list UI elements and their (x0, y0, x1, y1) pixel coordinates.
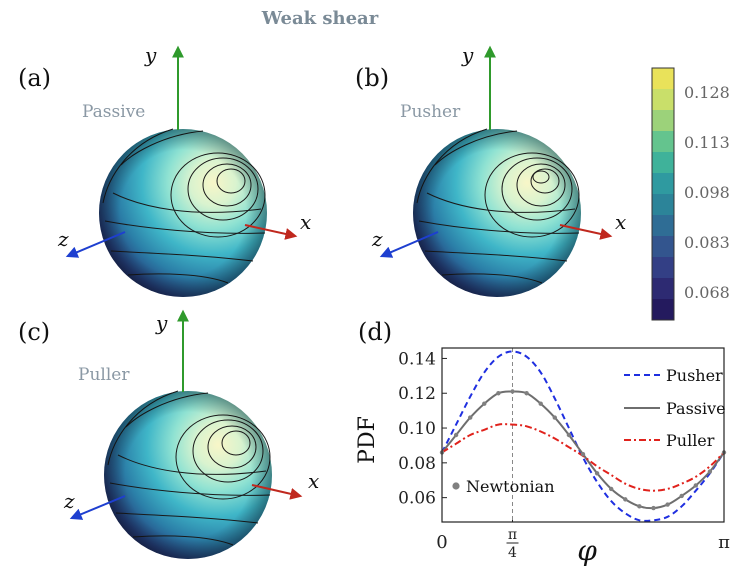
colorbar-swatch (652, 173, 674, 195)
colorbar-swatch (652, 152, 674, 174)
colorbar: 0.128 0.113 0.098 0.083 0.068 (651, 67, 730, 321)
y-tick-label: 0.10 (398, 419, 436, 439)
legend-label-pusher: Pusher (666, 366, 723, 385)
colorbar-swatch (652, 194, 674, 216)
newtonian-point (482, 401, 487, 406)
x-tick-label-numerator: π (508, 527, 517, 543)
y-axis-title: PDF (355, 416, 380, 464)
newtonian-point (580, 451, 586, 457)
newtonian-point (679, 493, 684, 499)
colorbar-swatch (652, 110, 674, 132)
colorbar-swatch (652, 278, 674, 300)
colorbar-swatch (652, 68, 674, 90)
x-axis-arrow (559, 224, 613, 240)
panel-label-puller: Puller (78, 365, 130, 385)
legend-label-puller: Puller (666, 431, 715, 450)
pdf-line-chart: 0.06 0.08 0.10 0.12 0.14 0 π 4 π (398, 348, 730, 561)
panel-label-pusher: Pusher (400, 102, 461, 122)
newtonian-point (637, 504, 642, 509)
legend: Pusher Passive Puller Newtonian (452, 366, 726, 496)
y-tick-label: 0.06 (398, 489, 436, 509)
x-axis-arrow (244, 224, 298, 240)
colorbar-swatch (652, 236, 674, 258)
colorbar-frame (651, 67, 675, 321)
x-axis-label: x (308, 469, 319, 493)
panel-tag-a: (a) (18, 64, 51, 92)
colorbar-swatch (652, 257, 674, 279)
x-tick-label: π (718, 532, 730, 553)
colorbar-tick-label: 0.128 (684, 83, 730, 102)
panel-tag-c: (c) (18, 318, 50, 346)
chart-frame (441, 347, 725, 523)
legend-swatch-newtonian (452, 482, 460, 490)
newtonian-point (552, 415, 557, 420)
sphere-contour-plot-puller (104, 390, 272, 559)
y-axis-label: y (155, 311, 168, 335)
newtonian-point (609, 486, 614, 492)
x-axis-title: φ (577, 534, 597, 567)
colorbar-swatches (652, 68, 674, 321)
z-axis-arrow (69, 495, 126, 520)
z-axis-arrow (379, 231, 439, 258)
panel-c: (c) y x z Puller (18, 309, 319, 559)
newtonian-point (566, 432, 572, 438)
series-line-pusher (441, 350, 725, 522)
x-axis-arrow (251, 484, 303, 500)
panel-tag-d: (d) (358, 318, 392, 346)
sphere-contour-plot-passive (99, 128, 267, 297)
x-tick-label: 0 (436, 532, 447, 553)
newtonian-point (510, 389, 515, 394)
sphere-contour-plot-pusher (413, 128, 581, 297)
z-axis-arrow (65, 231, 126, 258)
newtonian-point (524, 391, 529, 396)
colorbar-tick-label: 0.098 (684, 183, 730, 202)
colorbar-tick-label: 0.113 (684, 133, 730, 152)
z-axis-label: z (57, 227, 69, 251)
newtonian-point (468, 415, 473, 420)
panel-label-passive: Passive (82, 102, 145, 122)
colorbar-tick-label: 0.068 (684, 283, 730, 302)
panel-d: (d) 0.06 0.08 0.10 0.12 0.14 0 π 4 π PDF φ Pushe… (355, 318, 730, 567)
colorbar-swatch (652, 299, 674, 321)
newtonian-point (693, 483, 698, 488)
newtonian-point (665, 502, 670, 507)
newtonian-point (623, 497, 628, 502)
colorbar-swatch (652, 215, 674, 237)
colorbar-tick-label: 0.083 (684, 233, 730, 252)
x-tick-label-denominator: 4 (508, 545, 517, 561)
z-axis-label: z (63, 489, 75, 513)
y-axis-label: y (144, 43, 157, 67)
newtonian-point (453, 432, 459, 438)
panel-b: (b) y x z Pusher (355, 43, 626, 297)
x-axis-label: x (615, 210, 626, 234)
legend-label-newtonian: Newtonian (466, 477, 555, 496)
y-tick-label: 0.14 (398, 349, 436, 369)
x-axis-label: x (300, 210, 311, 234)
panel-a: (a) y x z Passive (18, 43, 311, 297)
y-tick-label: 0.12 (398, 384, 436, 404)
colorbar-swatch (652, 131, 674, 153)
figure-title: Weak shear (261, 8, 379, 29)
z-axis-label: z (371, 227, 383, 251)
panel-tag-b: (b) (355, 64, 389, 92)
newtonian-point (594, 471, 600, 476)
newtonian-point (651, 505, 656, 511)
newtonian-point (707, 469, 713, 474)
colorbar-swatch (652, 89, 674, 111)
legend-label-passive: Passive (666, 399, 726, 418)
y-tick-label: 0.08 (398, 454, 436, 474)
y-axis-label: y (461, 43, 474, 67)
newtonian-point (496, 391, 501, 396)
newtonian-point (538, 401, 543, 406)
